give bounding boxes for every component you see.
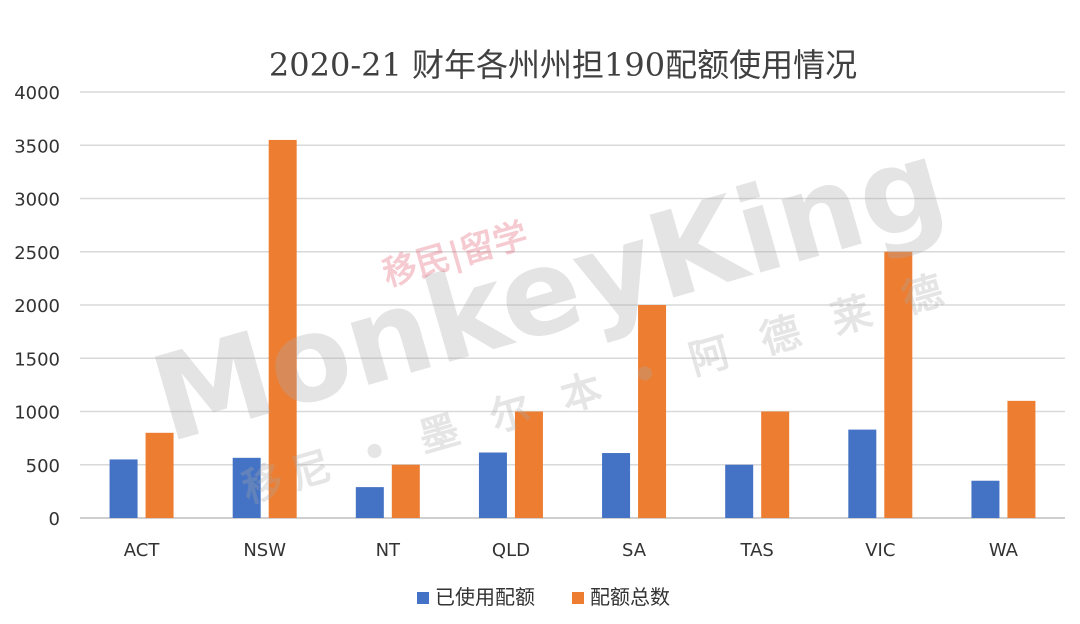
y-tick-label: 3500 — [14, 136, 60, 157]
x-tick-label: SA — [622, 540, 647, 561]
y-tick-label: 2500 — [14, 243, 60, 264]
y-tick-label: 1000 — [14, 403, 60, 424]
bar-sa-series-2 — [638, 305, 667, 518]
bars — [109, 139, 1036, 519]
bar-wa-series-1 — [971, 480, 1000, 518]
bar-act-series-1 — [109, 459, 138, 518]
chart-title: 2020-21 财年各州州担190配额使用情况 — [269, 46, 857, 84]
legend-swatch — [417, 592, 429, 604]
x-tick-label: VIC — [865, 540, 895, 561]
bar-tas-series-2 — [761, 411, 790, 518]
x-tick-label: WA — [989, 540, 1019, 561]
bar-nsw-series-2 — [268, 139, 297, 519]
x-tick-label: ACT — [124, 540, 161, 561]
legend-label: 已使用配额 — [435, 585, 535, 609]
y-tick-label: 2000 — [14, 296, 60, 317]
y-tick-label: 500 — [26, 456, 60, 477]
y-tick-label: 0 — [49, 509, 60, 530]
legend: 已使用配额 配额总数 — [417, 585, 670, 609]
x-tick-label: QLD — [492, 540, 530, 561]
x-tick-label: NT — [376, 540, 401, 561]
legend-swatch — [572, 592, 584, 604]
y-tick-label: 1500 — [14, 349, 60, 370]
bar-vic-series-1 — [848, 429, 877, 518]
bar-tas-series-1 — [725, 464, 754, 518]
bar-nt-series-1 — [355, 487, 384, 518]
x-axis-categories: ACT NSW NT QLD SA TAS VIC WA — [124, 540, 1019, 561]
bar-nsw-series-1 — [232, 457, 261, 518]
y-axis-ticks: 0 500 1000 1500 2000 2500 3000 3500 4000 — [14, 83, 60, 530]
y-tick-label: 3000 — [14, 190, 60, 211]
x-tick-label: TAS — [740, 540, 774, 561]
y-tick-label: 4000 — [14, 83, 60, 104]
bar-vic-series-2 — [884, 251, 913, 518]
bar-qld-series-1 — [478, 452, 507, 518]
legend-label: 配额总数 — [590, 585, 670, 609]
bar-qld-series-2 — [514, 411, 543, 518]
bar-wa-series-2 — [1007, 400, 1036, 518]
bar-sa-series-1 — [602, 453, 631, 518]
bar-nt-series-2 — [391, 464, 420, 518]
bar-act-series-2 — [145, 432, 174, 518]
x-tick-label: NSW — [243, 540, 286, 561]
